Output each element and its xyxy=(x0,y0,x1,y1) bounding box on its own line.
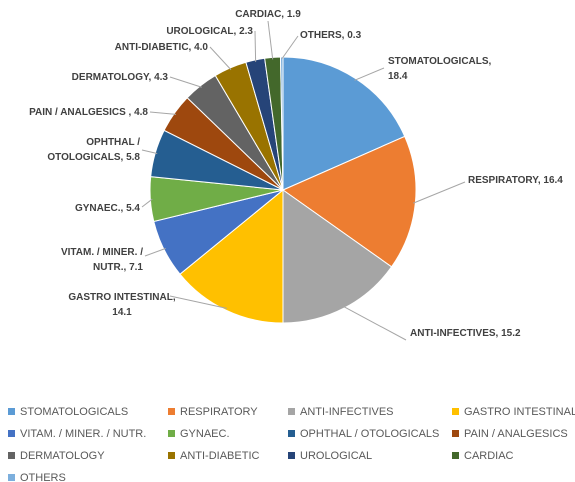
legend-label: GYNAEC. xyxy=(180,428,230,440)
legend-label: VITAM. / MINER. / NUTR. xyxy=(20,428,146,440)
legend-label: OTHERS xyxy=(20,472,66,482)
data-label: GASTRO INTESTINAL, 14.1 xyxy=(68,292,175,318)
legend-swatch xyxy=(452,408,459,415)
data-label: DERMATOLOGY, 4.3 xyxy=(72,72,169,83)
legend-swatch xyxy=(8,408,15,415)
data-label: STOMATOLOGICALS, 18.4 xyxy=(388,56,492,82)
data-label: ANTI-DIABETIC, 4.0 xyxy=(115,42,209,53)
legend-swatch xyxy=(8,430,15,437)
pie-slice xyxy=(281,135,417,268)
legend-swatch xyxy=(8,452,15,459)
leader-line xyxy=(144,247,166,257)
leader-line xyxy=(267,20,274,60)
leader-line xyxy=(254,30,257,62)
legend-label: GASTRO INTESTINAL xyxy=(464,406,575,418)
pie-slice xyxy=(179,188,284,324)
data-label-line: GYNAEC., 5.4 xyxy=(75,203,140,214)
leader-line xyxy=(354,67,385,81)
data-label-line: GASTRO INTESTINAL, xyxy=(68,292,175,303)
data-label-line: OTOLOGICALS, 5.8 xyxy=(47,152,140,163)
legend-swatch xyxy=(168,452,175,459)
data-label-line: RESPIRATORY, 16.4 xyxy=(468,175,563,186)
leader-line xyxy=(281,35,299,60)
data-label: OTHERS, 0.3 xyxy=(300,30,362,41)
legend-label: ANTI-DIABETIC xyxy=(180,450,260,462)
data-label: UROLOGICAL, 2.3 xyxy=(166,26,253,37)
leader-line xyxy=(169,76,202,88)
leader-line xyxy=(169,295,227,309)
leader-line xyxy=(149,111,177,115)
data-label: PAIN / ANALGESICS , 4.8 xyxy=(29,107,148,118)
data-label-line: ANTI-INFECTIVES, 15.2 xyxy=(410,328,521,339)
data-label: RESPIRATORY, 16.4 xyxy=(468,175,563,186)
legend-swatch xyxy=(288,408,295,415)
legend-swatch xyxy=(288,430,295,437)
data-label-line: UROLOGICAL, 2.3 xyxy=(166,26,253,37)
legend-swatch xyxy=(168,430,175,437)
data-label-line: ANTI-DIABETIC, 4.0 xyxy=(115,42,209,53)
legend-swatch xyxy=(168,408,175,415)
data-label-line: OTHERS, 0.3 xyxy=(300,30,362,41)
legend-label: DERMATOLOGY xyxy=(20,450,105,462)
data-label: GYNAEC., 5.4 xyxy=(75,203,140,214)
legend-swatch xyxy=(288,452,295,459)
legend-label: PAIN / ANALGESICS xyxy=(464,428,568,440)
legend-label: STOMATOLOGICALS xyxy=(20,406,128,418)
legend-label: ANTI-INFECTIVES xyxy=(300,406,394,418)
leader-line xyxy=(413,181,466,204)
data-label-line: 14.1 xyxy=(112,307,132,318)
pie-slice xyxy=(282,56,406,191)
legend-label: UROLOGICAL xyxy=(300,450,372,462)
leader-line xyxy=(209,46,232,71)
legend-swatch xyxy=(452,430,459,437)
pie-slice xyxy=(282,189,393,324)
legend-label: RESPIRATORY xyxy=(180,406,258,418)
leader-line xyxy=(141,149,158,154)
data-label: VITAM. / MINER. / NUTR., 7.1 xyxy=(61,247,143,273)
data-label-line: OPHTHAL / xyxy=(86,137,140,148)
data-label: OPHTHAL / OTOLOGICALS, 5.8 xyxy=(47,137,140,163)
data-label-line: VITAM. / MINER. / xyxy=(61,247,143,258)
data-label-line: CARDIAC, 1.9 xyxy=(235,9,301,20)
data-label: CARDIAC, 1.9 xyxy=(235,9,301,20)
data-label-line: STOMATOLOGICALS, xyxy=(388,56,492,67)
legend-swatch xyxy=(452,452,459,459)
data-label-line: 18.4 xyxy=(388,71,408,82)
leader-line xyxy=(342,305,407,341)
data-label-line: DERMATOLOGY, 4.3 xyxy=(72,72,169,83)
legend-label: OPHTHAL / OTOLOGICALS xyxy=(300,428,439,440)
leader-line xyxy=(141,198,153,208)
data-label: ANTI-INFECTIVES, 15.2 xyxy=(410,328,521,339)
data-label-line: NUTR., 7.1 xyxy=(93,262,143,273)
legend-label: CARDIAC xyxy=(464,450,514,462)
legend-swatch xyxy=(8,474,15,481)
data-label-line: PAIN / ANALGESICS , 4.8 xyxy=(29,107,148,118)
